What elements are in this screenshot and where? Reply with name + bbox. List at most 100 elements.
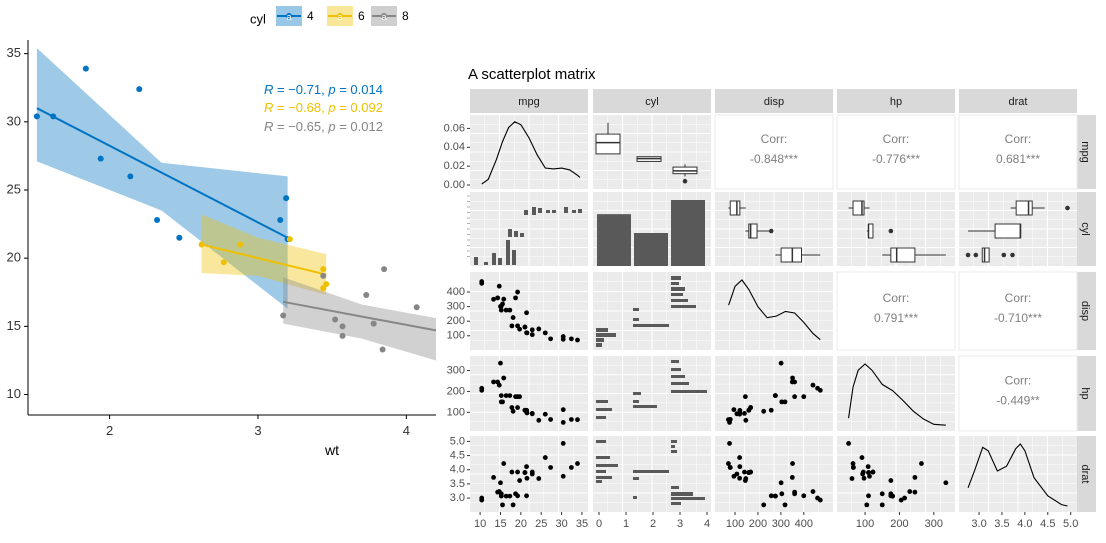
- histogram-bar: [671, 450, 677, 453]
- matrix-point: [575, 337, 580, 343]
- matrix-point: [782, 502, 788, 508]
- matrix-point: [768, 493, 774, 499]
- matrix-point: [727, 417, 733, 422]
- matrix-point: [867, 473, 872, 479]
- matrix-point: [568, 417, 574, 422]
- matrix-point: [912, 489, 918, 495]
- confidence-band-4: [36, 48, 288, 309]
- annotation-part: R: [264, 82, 273, 97]
- matrix-point: [737, 455, 743, 460]
- matrix-point: [524, 493, 529, 499]
- matrix-point: [888, 478, 894, 483]
- y-tick-label: 25: [7, 181, 21, 196]
- regression-line-8: [283, 300, 436, 332]
- correlation-value: 0.681***: [996, 152, 1040, 166]
- matrix-point: [866, 493, 871, 499]
- histogram-bar: [671, 293, 683, 296]
- correlation-value: 0.791***: [874, 311, 918, 325]
- panel-drat-cyl: [593, 436, 711, 512]
- density-curve-hp: [848, 363, 946, 426]
- matrix-point: [850, 461, 856, 466]
- matrix-point: [575, 417, 580, 423]
- box: [890, 247, 916, 263]
- box: [852, 200, 865, 216]
- legend-key-point-4: [286, 13, 292, 19]
- density-curve-mpg: [481, 121, 581, 185]
- row-tick-label-drat: 4.5: [450, 449, 465, 461]
- histogram-bar: [546, 210, 550, 213]
- row-strip-label-mpg: mpg: [1079, 141, 1091, 162]
- histogram-bar: [633, 477, 639, 480]
- outlier: [682, 178, 688, 184]
- matrix-point: [748, 469, 754, 475]
- row-strip-disp: [1074, 272, 1096, 350]
- matrix-point: [725, 461, 731, 466]
- outlier: [1010, 252, 1015, 258]
- matrix-point: [879, 502, 885, 508]
- matrix-point: [479, 385, 485, 391]
- matrix-point: [912, 475, 918, 480]
- row-tick-label-drat: 5.0: [450, 435, 465, 447]
- histogram-bar: [596, 440, 606, 443]
- y-tick-label: 10: [7, 386, 21, 401]
- box: [981, 247, 990, 263]
- matrix-point: [479, 280, 485, 286]
- x-tick-label: 3: [254, 423, 261, 438]
- matrix-point: [491, 475, 496, 480]
- column-strip-mpg: [470, 89, 588, 113]
- matrix-point: [919, 461, 924, 466]
- row-strip-drat: [1074, 436, 1096, 512]
- col-tick-label-drat: 5.0: [1063, 518, 1078, 530]
- col-tick-label-drat: 3.5: [994, 518, 1009, 530]
- boxplot-hp-by-cyl: [848, 200, 946, 263]
- matrix-point: [529, 327, 535, 333]
- y-tick-label: 30: [7, 113, 21, 128]
- data-point-8: [332, 316, 339, 323]
- legend-key-point-8: [381, 13, 387, 19]
- col-tick-label-hp: 300: [925, 518, 943, 530]
- matrix-point: [748, 405, 754, 410]
- col-tick-label-hp: 200: [890, 518, 908, 530]
- row-tick-label-disp: 300: [447, 301, 465, 313]
- annotation-part: 0.092: [350, 100, 383, 115]
- histogram-bar: [671, 360, 679, 363]
- matrix-point: [496, 382, 502, 388]
- matrix-point: [870, 469, 876, 475]
- box: [729, 200, 741, 216]
- data-point-6: [286, 236, 293, 243]
- histogram-bar: [671, 390, 707, 393]
- correlation-panel-bg: [958, 355, 1078, 432]
- correlation-panel-bg: [958, 114, 1078, 190]
- matrix-point: [498, 491, 504, 497]
- matrix-point: [846, 441, 851, 446]
- annotation-part: =: [273, 82, 288, 97]
- matrix-point: [536, 417, 542, 423]
- matrix-point: [743, 417, 749, 423]
- matrix-point: [737, 475, 743, 481]
- matrix-point: [778, 480, 784, 486]
- matrix-point: [778, 360, 784, 366]
- matrix-point: [501, 375, 507, 381]
- histogram-bar: [671, 287, 685, 291]
- annotation-part: =: [273, 100, 288, 115]
- col-tick-label-disp: 300: [772, 518, 790, 530]
- legend-label-8: 8: [402, 9, 409, 23]
- outlier: [973, 252, 979, 258]
- matrix-point: [517, 394, 523, 400]
- legend-key-point-6: [337, 13, 343, 19]
- matrix-point: [902, 495, 907, 501]
- histogram-bar: [671, 492, 693, 496]
- matrix-point: [850, 465, 856, 470]
- matrix-point: [515, 493, 520, 499]
- boxplot-drat-by-cyl: [965, 200, 1070, 263]
- panel-disp-disp: [715, 272, 833, 350]
- panel-hp-drat: [958, 355, 1078, 432]
- histogram-bar: [633, 318, 639, 321]
- matrix-point: [507, 307, 513, 313]
- histogram-bar: [633, 405, 657, 408]
- matrix-point: [515, 469, 520, 475]
- histogram-bar: [492, 253, 496, 265]
- col-tick-label-mpg: 15: [494, 518, 506, 530]
- row-tick-label-drat: 4.0: [450, 464, 465, 476]
- matrix-point: [536, 476, 542, 481]
